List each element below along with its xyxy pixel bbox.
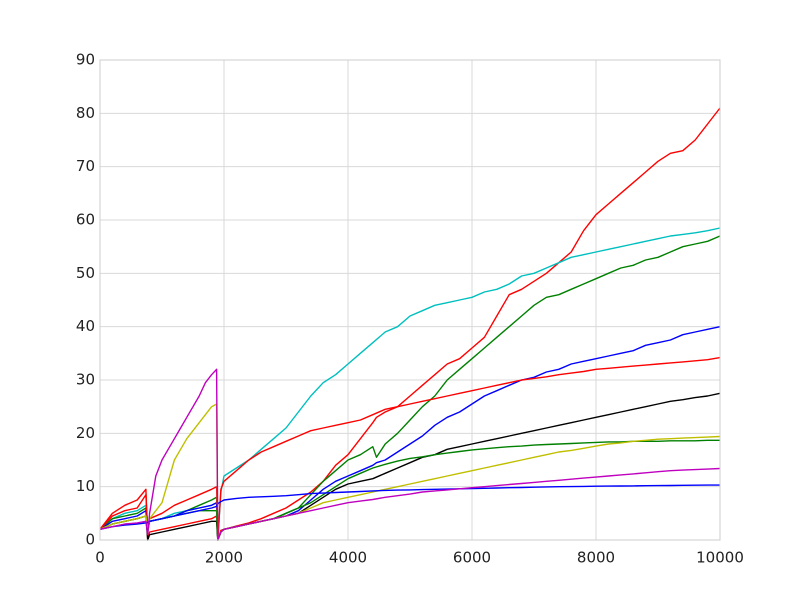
y-tick-label: 80 — [76, 104, 95, 122]
y-tick-label: 90 — [76, 51, 95, 69]
x-tick-label: 0 — [95, 549, 105, 567]
x-tick-label: 4000 — [329, 549, 367, 567]
y-tick-label: 70 — [76, 157, 95, 175]
y-tick-label: 20 — [76, 424, 95, 442]
x-tick-label: 2000 — [205, 549, 243, 567]
series-line-4 — [99, 326, 721, 541]
series-line-5 — [99, 356, 721, 541]
series-line-2 — [99, 227, 721, 541]
y-tick-label: 40 — [76, 317, 95, 335]
y-tick-labels: 0 10 20 30 40 50 60 70 80 90 — [76, 51, 95, 549]
series-line-10 — [99, 368, 721, 541]
y-tick-label: 30 — [76, 371, 95, 389]
grid — [99, 59, 721, 541]
plot-frame — [99, 59, 721, 541]
series-line-9 — [99, 484, 720, 530]
y-tick-label: 0 — [85, 531, 95, 549]
x-tick-label: 8000 — [577, 549, 615, 567]
series-line-3 — [99, 235, 721, 541]
series-line-8 — [99, 403, 721, 541]
x-tick-label: 6000 — [453, 549, 491, 567]
series-line-6 — [99, 392, 721, 541]
series-line-1 — [99, 107, 721, 541]
y-tick-label: 50 — [76, 264, 95, 282]
x-tick-labels: 0 2000 4000 6000 8000 10000 — [95, 549, 744, 567]
y-tick-label: 60 — [76, 211, 95, 229]
series-lines — [99, 107, 721, 541]
x-tick-label: 10000 — [696, 549, 744, 567]
y-tick-label: 10 — [76, 477, 95, 495]
